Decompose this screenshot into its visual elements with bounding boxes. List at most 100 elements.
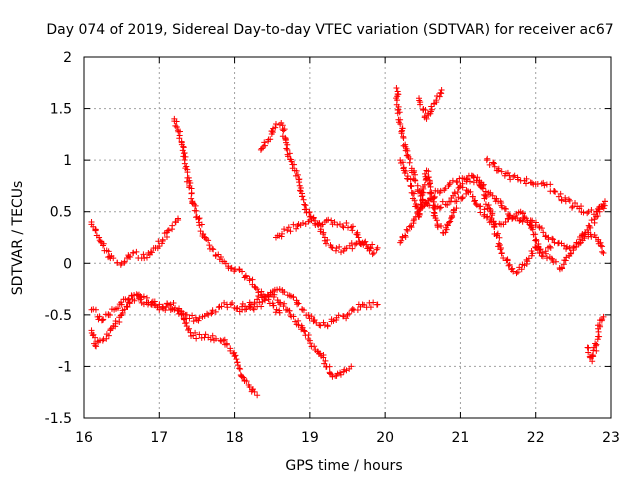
data-point (444, 201, 451, 208)
data-point (122, 296, 129, 303)
data-point (585, 349, 592, 356)
data-point (407, 155, 414, 162)
data-point (242, 273, 249, 280)
data-point (227, 347, 234, 354)
data-point (112, 323, 119, 330)
data-point (247, 301, 254, 308)
data-point (250, 306, 257, 313)
data-point (454, 179, 461, 186)
data-point (500, 254, 507, 261)
data-point (182, 153, 189, 160)
data-point (162, 307, 169, 314)
data-point (538, 225, 545, 232)
data-point (498, 168, 505, 175)
data-point (172, 304, 179, 311)
data-point (212, 252, 219, 259)
data-point (251, 299, 258, 306)
data-point (551, 188, 558, 195)
data-point (276, 309, 283, 316)
data-point (421, 170, 428, 177)
data-point (348, 363, 355, 370)
data-point (367, 304, 374, 311)
data-point (159, 236, 166, 243)
data-point (428, 106, 435, 113)
data-point (290, 293, 297, 300)
data-point (97, 238, 104, 245)
data-point (92, 306, 99, 313)
data-point (173, 118, 180, 125)
data-point (325, 216, 332, 223)
data-point (159, 304, 166, 311)
data-point (369, 241, 376, 248)
data-point (459, 194, 466, 201)
data-point (352, 241, 359, 248)
data-point (233, 305, 240, 312)
data-point (316, 321, 323, 328)
data-point (334, 221, 341, 228)
data-point (293, 167, 300, 174)
data-point (284, 141, 291, 148)
data-point (446, 219, 453, 226)
data-point (558, 197, 565, 204)
data-point (539, 253, 546, 260)
data-point (271, 291, 278, 298)
data-point (316, 220, 323, 227)
data-point (234, 359, 241, 366)
data-point (140, 293, 147, 300)
data-point (254, 296, 261, 303)
data-point (137, 296, 144, 303)
data-point (484, 155, 491, 162)
data-point (491, 224, 498, 231)
data-point (490, 159, 497, 166)
data-point (586, 223, 593, 230)
data-point (398, 130, 405, 137)
data-point (600, 249, 607, 256)
data-point (529, 226, 536, 233)
data-point (164, 300, 171, 307)
data-point (143, 254, 150, 261)
data-point (182, 165, 189, 172)
data-point (328, 217, 335, 224)
y-tick-label: -0.5 (45, 308, 72, 324)
data-point (344, 311, 351, 318)
data-point (542, 233, 549, 240)
data-point (276, 286, 283, 293)
data-point (545, 234, 552, 241)
data-point (190, 318, 197, 325)
data-point (274, 286, 281, 293)
data-point (483, 193, 490, 200)
data-point (590, 347, 597, 354)
data-point (557, 190, 564, 197)
data-point (504, 256, 511, 263)
data-point (106, 312, 113, 319)
data-point (416, 207, 423, 214)
data-point (125, 295, 132, 302)
data-point (396, 109, 403, 116)
data-point (186, 315, 193, 322)
data-point (184, 169, 191, 176)
data-point (397, 121, 404, 128)
data-point (254, 392, 261, 399)
data-point (548, 255, 555, 262)
data-point (175, 216, 182, 223)
data-point (330, 317, 337, 324)
data-point (430, 198, 437, 205)
data-point (326, 363, 333, 370)
data-point (572, 200, 579, 207)
data-point (459, 180, 466, 187)
data-point (411, 190, 418, 197)
data-point (112, 318, 119, 325)
data-point (444, 222, 451, 229)
y-axis-title: SDTVAR / TECUs (10, 181, 26, 296)
data-point (196, 222, 203, 229)
data-point (183, 311, 190, 318)
data-point (594, 213, 601, 220)
data-point (402, 233, 409, 240)
data-point (124, 303, 131, 310)
data-point (453, 205, 460, 212)
data-point (234, 362, 241, 369)
data-point (96, 234, 103, 241)
data-point (506, 172, 513, 179)
data-point (293, 225, 300, 232)
data-point (523, 175, 530, 182)
